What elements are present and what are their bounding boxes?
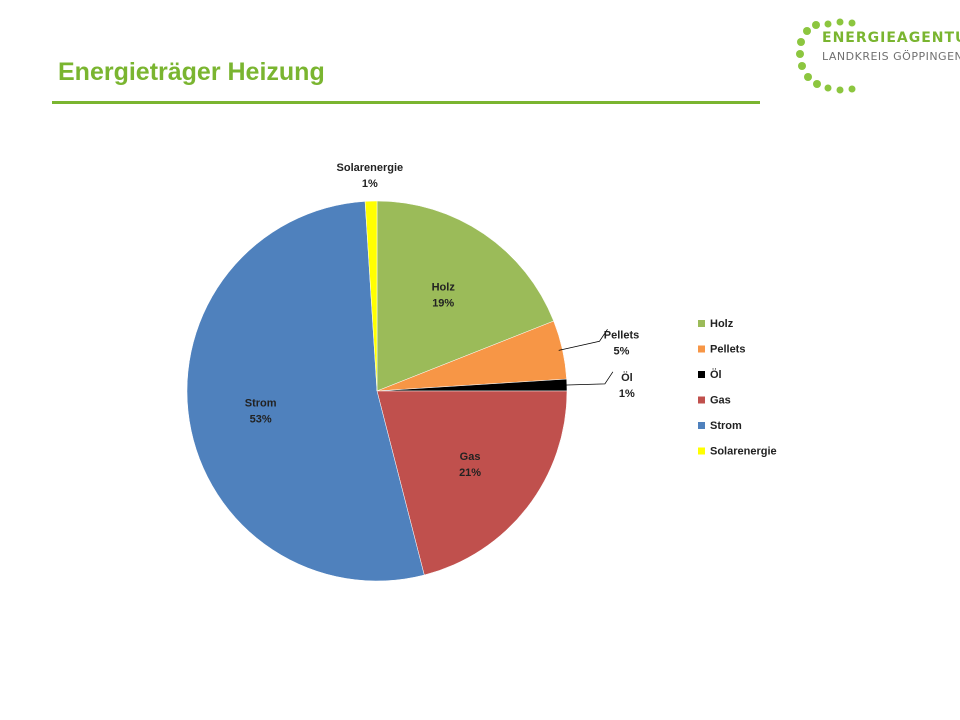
data-label-value-holz: 19% — [432, 298, 454, 310]
legend-swatch-solarenergie — [698, 447, 705, 455]
data-label-name-ol: Öl — [621, 371, 633, 384]
legend-label-gas: Gas — [710, 395, 731, 407]
data-label-name-gas: Gas — [460, 451, 481, 463]
data-label-value-solarenergie: 1% — [362, 178, 378, 190]
logo-subtitle: LANDKREIS GÖPPINGEN — [822, 50, 960, 63]
leader-line-pellets — [558, 329, 608, 351]
logo-dots-bottom-icon — [824, 84, 856, 94]
data-label-value-ol: 1% — [619, 388, 635, 400]
title-underline — [52, 101, 760, 104]
legend-swatch-ol — [698, 371, 705, 378]
data-label-value-pellets: 5% — [614, 345, 630, 357]
legend-swatch-pellets — [698, 345, 705, 353]
logo-name: ENERGIEAGENTUR — [822, 30, 960, 46]
logo-dots-top-icon — [824, 18, 856, 28]
pie-slice-strom — [186, 201, 425, 582]
legend-label-ol: Öl — [710, 368, 722, 381]
pie-slices — [186, 200, 568, 582]
legend-label-holz: Holz — [710, 318, 734, 330]
legend-label-pellets: Pellets — [710, 344, 745, 356]
logo-dots-icon — [796, 21, 821, 88]
chart-legend: Holz Pellets Öl Gas Strom Solarenergie — [698, 318, 777, 458]
data-label-value-strom: 53% — [250, 413, 272, 425]
data-label-name-solarenergie: Solarenergie — [337, 162, 404, 174]
leader-line-ol — [563, 371, 614, 386]
data-label-value-gas: 21% — [459, 467, 481, 479]
leader-lines — [558, 329, 614, 386]
data-labels: Holz 19% Pellets 5% Öl 1% Gas 21% Strom 53% Solare… — [245, 162, 639, 479]
legend-label-solarenergie: Solarenergie — [710, 446, 777, 458]
legend-label-strom: Strom — [710, 420, 742, 432]
energieagentur-logo: ENERGIEAGENTUR LANDKREIS GÖPPINGEN — [796, 18, 960, 98]
pie-slice-gas — [376, 390, 568, 576]
legend-swatch-gas — [698, 396, 705, 404]
pie-slice-solarenergie — [364, 200, 378, 392]
page-title: Energieträger Heizung — [58, 58, 325, 86]
legend-swatch-strom — [698, 422, 705, 429]
legend-swatch-holz — [698, 320, 705, 327]
data-label-name-pellets: Pellets — [604, 329, 639, 341]
pie-slice-holz — [376, 200, 554, 392]
data-label-name-strom: Strom — [245, 397, 277, 409]
data-label-name-holz: Holz — [432, 282, 456, 294]
